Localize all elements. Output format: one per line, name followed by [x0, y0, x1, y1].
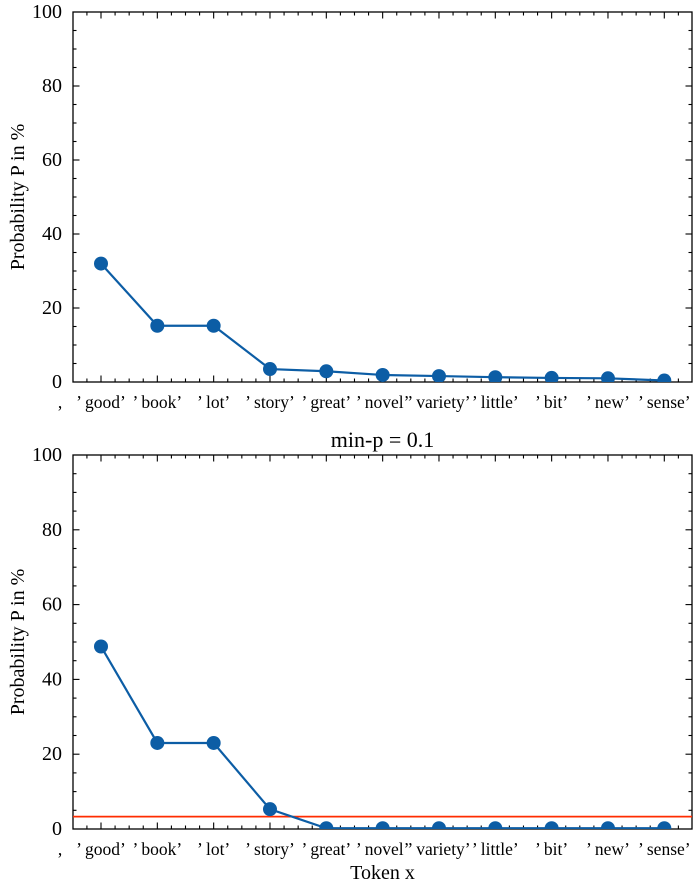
- x-tick-label: ’ bit’: [535, 839, 568, 859]
- data-point-marker: [319, 821, 334, 829]
- data-point-marker: [657, 821, 672, 829]
- x-tick-label: ’ lot’: [197, 839, 230, 859]
- y-tick-label: 40: [42, 223, 62, 245]
- x-tick-label: ’ sense’: [638, 839, 691, 859]
- x-tick-label: ’ novel’: [356, 839, 410, 859]
- data-point-marker: [262, 362, 277, 377]
- x-tick-label: ’ sense’: [638, 392, 691, 412]
- x-tick-label: ’ new’: [586, 839, 630, 859]
- y-tick-label: 20: [42, 743, 62, 765]
- y-tick-label: 100: [32, 444, 62, 466]
- x-tick-label: ’ bit’: [535, 392, 568, 412]
- data-point-marker: [206, 735, 221, 750]
- data-point-marker: [488, 821, 503, 829]
- y-tick-label: 0: [52, 818, 62, 840]
- x-tick-label: ’ variety’: [407, 392, 470, 412]
- y-axis-label: Probability P in %: [7, 569, 29, 715]
- axes-frame: [72, 454, 693, 830]
- data-point-marker: [94, 256, 108, 271]
- bottom-chart: 0 20 40 60 80 100, ’ good’ ’ book’ ’ lot’ ’ story…: [7, 427, 693, 884]
- y-tick-label: 40: [42, 668, 62, 690]
- data-point-marker: [600, 371, 615, 382]
- data-point-marker: [150, 735, 165, 750]
- y-tick-label: 20: [42, 297, 62, 319]
- data-point-marker: [431, 821, 446, 829]
- y-tick-label: 0: [52, 371, 62, 393]
- x-tick-label: ,: [58, 839, 62, 859]
- probability-series: [94, 256, 672, 382]
- x-tick-label: ’ little’: [472, 392, 519, 412]
- data-point-marker: [488, 370, 503, 382]
- data-point-marker: [150, 318, 165, 333]
- x-tick-label: ’ good’: [76, 392, 126, 412]
- y-tick-label: 60: [42, 149, 62, 171]
- x-axis-label: Token x: [350, 862, 415, 884]
- data-point-marker: [657, 373, 672, 382]
- series-line: [100, 262, 665, 382]
- x-tick-label: ’ new’: [586, 392, 630, 412]
- x-tick-label: ’ great’: [301, 839, 351, 859]
- y-axis-label: Probability P in %: [7, 124, 29, 270]
- top-chart: 0 20 40 60 80 100, ’ good’ ’ book’ ’ lot’ ’ story…: [7, 1, 693, 412]
- x-tick-label: ,: [58, 392, 62, 412]
- data-point-marker: [544, 821, 559, 829]
- x-tick-label: ’ story’: [245, 839, 295, 859]
- y-tick-label: 60: [42, 594, 62, 616]
- x-tick-label: ’ variety’: [407, 839, 470, 859]
- series-line: [100, 645, 665, 829]
- x-tick-label: ’ good’: [76, 839, 126, 859]
- data-point-marker: [431, 369, 446, 382]
- y-tick-label: 80: [42, 75, 62, 97]
- data-point-marker: [544, 370, 559, 382]
- chart-title: min-p = 0.1: [331, 427, 434, 452]
- x-tick-label: ’ little’: [472, 839, 519, 859]
- x-tick-label: ’ lot’: [197, 392, 230, 412]
- x-tick-label: ’ great’: [301, 392, 351, 412]
- y-tick-label: 80: [42, 519, 62, 541]
- data-point-marker: [319, 364, 334, 379]
- x-tick-label: ’ book’: [132, 392, 182, 412]
- probability-series: [94, 639, 672, 829]
- data-point-marker: [94, 639, 108, 654]
- data-point-marker: [375, 367, 390, 382]
- x-tick-label: ’ story’: [245, 392, 295, 412]
- data-point-marker: [600, 821, 615, 829]
- y-tick-label: 100: [32, 1, 62, 23]
- data-point-marker: [375, 821, 390, 829]
- data-point-marker: [206, 318, 221, 333]
- x-tick-label: ’ novel’: [356, 392, 410, 412]
- data-point-marker: [262, 802, 277, 817]
- x-tick-label: ’ book’: [132, 839, 182, 859]
